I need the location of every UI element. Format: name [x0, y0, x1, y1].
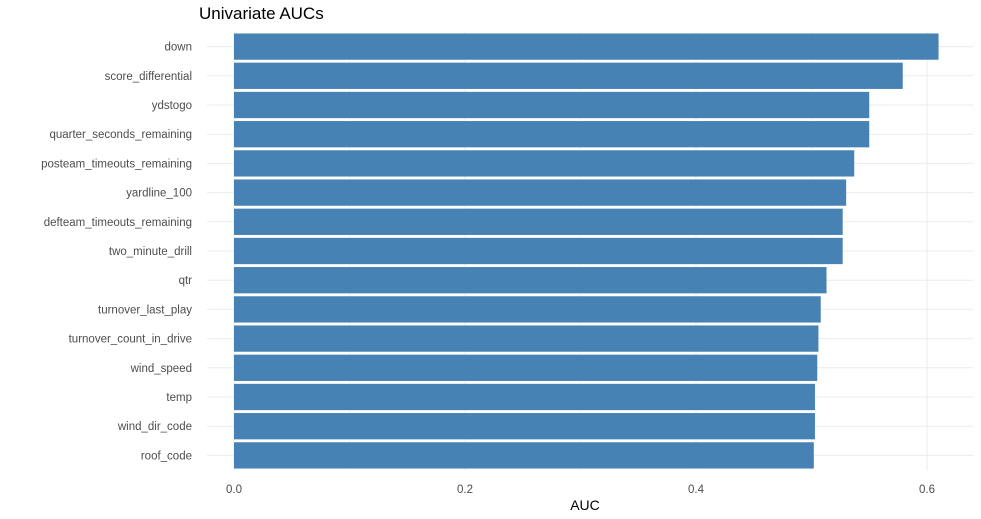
y-tick-label: down — [165, 42, 193, 54]
y-tick-label: qtr — [179, 275, 193, 287]
x-tick-label: 0.0 — [226, 484, 242, 496]
y-tick-label: two_minute_drill — [109, 246, 192, 258]
y-tick-label: posteam_timeouts_remaining — [41, 158, 192, 170]
bar-wind-dir-code — [234, 413, 815, 440]
bar-score-differential — [234, 62, 903, 89]
y-tick-label: yardline_100 — [126, 188, 192, 200]
bar-quarter-seconds-remaining — [234, 121, 870, 148]
y-tick-label: turnover_last_play — [98, 304, 192, 316]
x-axis-title: AUC — [570, 497, 600, 513]
y-tick-label: wind_speed — [130, 363, 192, 375]
bar-temp — [234, 383, 815, 411]
y-tick-label: quarter_seconds_remaining — [49, 129, 192, 141]
bar-wind-speed — [234, 354, 818, 381]
y-tick-label: ydstogo — [152, 100, 192, 112]
chart-title: Univariate AUCs — [199, 4, 324, 23]
x-tick-label: 0.2 — [457, 484, 473, 496]
bar-posteam-timeouts-remaining — [234, 150, 855, 177]
y-tick-label: score_differential — [105, 71, 192, 83]
y-tick-label: temp — [166, 392, 192, 404]
y-tick-label: turnover_count_in_drive — [69, 334, 192, 346]
bar-qtr — [234, 267, 827, 294]
x-tick-label: 0.6 — [919, 484, 935, 496]
bar-ydstogo — [234, 91, 870, 119]
bar-roof-code — [234, 442, 814, 469]
bar-layer — [234, 33, 939, 469]
bar-turnover-last-play — [234, 296, 821, 323]
bar-turnover-count-in-drive — [234, 325, 819, 352]
y-tick-label: wind_dir_code — [117, 421, 192, 433]
bar-down — [234, 33, 939, 60]
bar-defteam-timeouts-remaining — [234, 208, 843, 235]
x-tick-labels: 0.0 0.2 0.4 0.6 — [226, 484, 935, 496]
bar-yardline-100 — [234, 179, 847, 206]
x-tick-label: 0.4 — [688, 484, 705, 496]
bar-two-minute-drill — [234, 237, 843, 265]
y-tick-label: roof_code — [141, 450, 192, 462]
y-tick-label: defteam_timeouts_remaining — [44, 217, 192, 229]
